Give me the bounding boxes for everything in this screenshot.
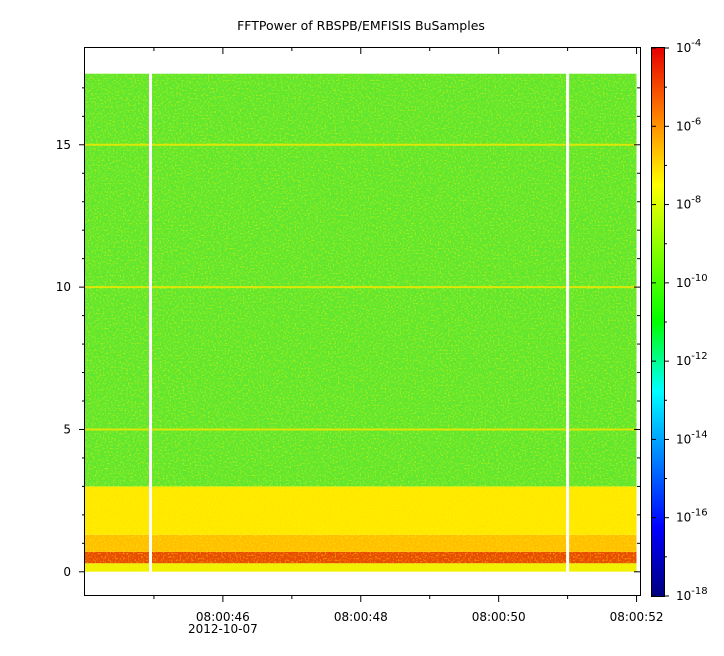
data-gap-0 [148,73,152,572]
colorbar-tick-label: 10-12 [676,351,708,368]
plot-area [85,73,637,572]
noise-texture [85,73,637,572]
x-date-label: 2012-10-07 [188,622,258,636]
data-gap-1 [566,73,570,572]
colorbar-gradient [652,48,664,596]
colorbar-tick-label: 10-4 [676,38,701,55]
x-tick-label: 08:00:52 [610,610,664,624]
x-tick-label: 08:00:46 [196,610,250,624]
colorbar-tick-label: 10-16 [676,508,708,525]
colorbar-tick-label: 10-18 [676,586,708,603]
x-tick-label: 08:00:48 [334,610,388,624]
y-tick-label: 15 [56,138,71,152]
colorbar-tick-label: 10-10 [676,273,708,290]
colorbar: 10-4 10-6 10-8 10-10 10-12 10-14 10-16 10-18 [651,38,708,603]
spectrogram-image [85,73,637,572]
x-tick-label: 08:00:50 [472,610,526,624]
colorbar-tick-label: 10-8 [676,195,701,212]
x-axis: 08:00:46 08:00:48 08:00:50 08:00:52 2012-10-… [153,48,664,636]
y-tick-label: 0 [63,565,71,579]
chart-title: FFTPower of RBSPB/EMFISIS BuSamples [237,18,485,33]
plot-frame [84,47,641,596]
y-tick-label: 10 [56,280,71,294]
colorbar-tick-label: 10-6 [676,116,701,133]
colorbar-tick-label: 10-14 [676,429,708,446]
y-tick-label: 5 [63,422,71,436]
